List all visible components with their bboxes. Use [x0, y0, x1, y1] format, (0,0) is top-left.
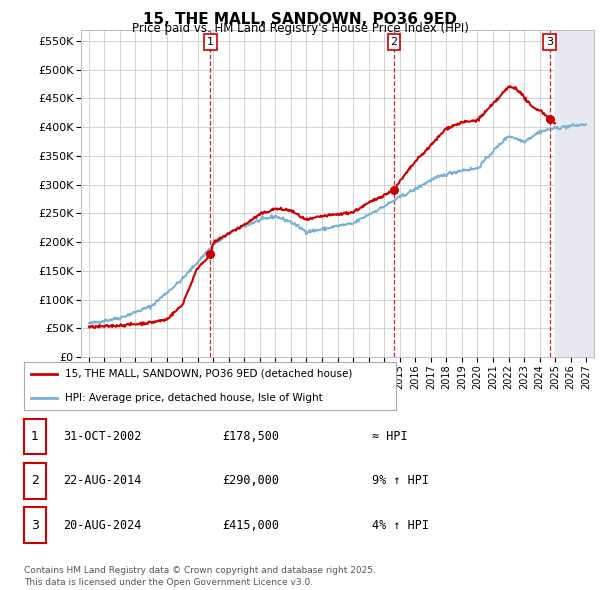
Text: 1: 1 [207, 37, 214, 47]
Text: 3: 3 [546, 37, 553, 47]
Text: 2: 2 [391, 37, 398, 47]
Text: 31-OCT-2002: 31-OCT-2002 [63, 430, 142, 443]
Text: 20-AUG-2024: 20-AUG-2024 [63, 519, 142, 532]
Text: £290,000: £290,000 [222, 474, 279, 487]
Bar [555, 30, 594, 357]
Bar [555, 30, 594, 357]
Text: 15, THE MALL, SANDOWN, PO36 9ED: 15, THE MALL, SANDOWN, PO36 9ED [143, 12, 457, 27]
Text: 4% ↑ HPI: 4% ↑ HPI [372, 519, 429, 532]
Text: ≈ HPI: ≈ HPI [372, 430, 407, 443]
Text: Contains HM Land Registry data © Crown copyright and database right 2025.
This d: Contains HM Land Registry data © Crown c… [24, 566, 376, 587]
Text: £178,500: £178,500 [222, 430, 279, 443]
Text: Price paid vs. HM Land Registry's House Price Index (HPI): Price paid vs. HM Land Registry's House … [131, 22, 469, 35]
Text: 1: 1 [31, 430, 39, 443]
Text: 22-AUG-2014: 22-AUG-2014 [63, 474, 142, 487]
Text: 9% ↑ HPI: 9% ↑ HPI [372, 474, 429, 487]
Text: 3: 3 [31, 519, 39, 532]
Text: HPI: Average price, detached house, Isle of Wight: HPI: Average price, detached house, Isle… [65, 393, 323, 403]
Text: £415,000: £415,000 [222, 519, 279, 532]
Text: 15, THE MALL, SANDOWN, PO36 9ED (detached house): 15, THE MALL, SANDOWN, PO36 9ED (detache… [65, 369, 352, 379]
Text: 2: 2 [31, 474, 39, 487]
